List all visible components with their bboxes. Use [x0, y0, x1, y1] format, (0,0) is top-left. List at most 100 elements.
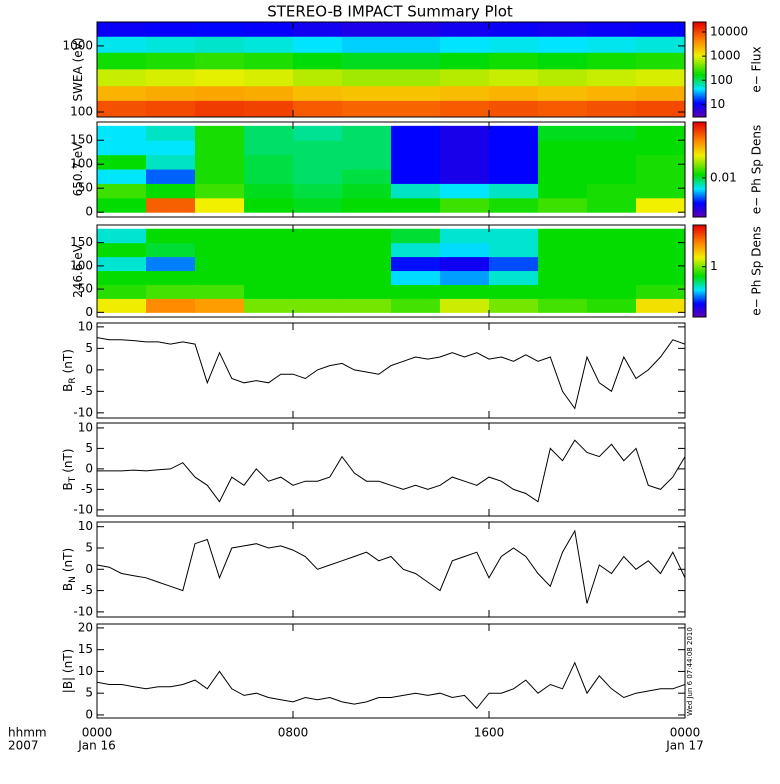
colorbar-strip [693, 278, 706, 282]
heatmap-cell [146, 68, 196, 87]
heatmap-cell [636, 22, 685, 37]
heatmap-cell [244, 125, 294, 141]
colorbar-strip [693, 129, 706, 133]
colorbar-strip [693, 155, 706, 159]
colorbar-frame [692, 21, 707, 118]
line-series [97, 337, 685, 410]
colorbar-strip [693, 131, 706, 135]
colorbar-strip [693, 111, 706, 114]
heatmap-cell [440, 36, 490, 53]
colorbar-strip [693, 228, 706, 232]
heatmap-cell [440, 100, 490, 117]
y-tick-label: 150 [70, 133, 93, 147]
colorbar-strip [693, 257, 706, 260]
heatmap-cell [391, 183, 441, 199]
heatmap-cell [195, 183, 245, 199]
colorbar-strip [693, 309, 706, 312]
heatmap-cell [342, 256, 392, 272]
colorbar-strip [693, 63, 706, 67]
y-axis-label-main: 650.7 eV [71, 142, 85, 197]
colorbar-strip [693, 313, 706, 316]
panel-frame [96, 521, 686, 618]
colorbar-strip [693, 33, 706, 37]
heatmap-cell [195, 125, 245, 141]
colorbar-strip [693, 115, 706, 118]
colorbar-strip [693, 81, 706, 84]
heatmap-cell [146, 154, 196, 170]
colorbar-strip [693, 183, 706, 186]
heatmap-cell [146, 228, 196, 244]
colorbar-strip [693, 311, 706, 314]
heatmap-cell [391, 169, 441, 184]
colorbar-strip [693, 234, 706, 237]
heatmap-cell [391, 52, 441, 70]
heatmap-cell [97, 100, 147, 117]
heatmap-cell [489, 154, 539, 170]
heatmap-cell [97, 183, 147, 199]
colorbar-strip [693, 27, 706, 31]
heatmap-cell [293, 36, 343, 53]
heatmap-cell [195, 228, 245, 244]
heatmap-cell [587, 298, 637, 313]
heatmap-cell [587, 197, 637, 213]
colorbar-strip [693, 225, 706, 228]
y-tick-label: -10 [73, 604, 93, 618]
heatmap-cell [636, 36, 685, 53]
colorbar-strip [693, 299, 706, 303]
heatmap-cell [293, 154, 343, 170]
y-tick-label: 100 [70, 104, 93, 118]
heatmap-cell [146, 140, 196, 156]
colorbar-strip [693, 205, 706, 208]
heatmap-cell [342, 284, 392, 299]
colorbar-strip [693, 79, 706, 82]
colorbar-strip [693, 41, 706, 45]
y-axis-label-main: SWEA (eV) [71, 37, 85, 101]
heatmap-cell [587, 270, 637, 285]
heatmap-cell [489, 125, 539, 141]
line-series [97, 661, 685, 710]
y-axis-label-main: B [61, 583, 75, 591]
heatmap-cell [244, 154, 294, 170]
colorbar-strip [693, 189, 706, 192]
heatmap-cell [244, 140, 294, 156]
heatmap-cell [244, 36, 294, 53]
heatmap-cell [587, 52, 637, 70]
heatmap-cell [391, 256, 441, 272]
heatmap-cell [146, 85, 196, 101]
colorbar-strip [693, 25, 706, 29]
chart-title: STEREO-B IMPACT Summary Plot [267, 3, 513, 21]
y-axis-label-unit: (nT) [61, 349, 75, 373]
x-tick-label: 0000 [82, 726, 113, 740]
heatmap-cell [97, 197, 147, 213]
colorbar-strip [693, 151, 706, 155]
heatmap-cell [440, 298, 490, 313]
heatmap-cell [97, 284, 147, 299]
heatmap-cell [195, 197, 245, 213]
colorbar-strip [693, 139, 706, 143]
colorbar-strip [693, 251, 706, 255]
heatmap-cell [97, 85, 147, 101]
heatmap-cell [293, 52, 343, 70]
heatmap-cell [538, 284, 588, 299]
heatmap-cell [244, 183, 294, 199]
heatmap-cell [636, 242, 685, 258]
heatmap-cell [391, 85, 441, 101]
colorbar-strip [693, 286, 706, 289]
heatmap-cell [97, 154, 147, 170]
y-axis-label: |B| (nT) [61, 649, 75, 693]
colorbar-strip [693, 181, 706, 184]
heatmap-cell [587, 85, 637, 101]
colorbar-strip [693, 295, 706, 299]
heatmap-cell [342, 52, 392, 70]
y-tick-label: 50 [78, 181, 93, 195]
heatmap-cell [293, 270, 343, 285]
heatmap-cell [587, 68, 637, 87]
heatmap-cell [342, 68, 392, 87]
colorbar-strip [693, 143, 706, 147]
heatmap-cell [391, 242, 441, 258]
colorbar-strip [693, 159, 706, 163]
heatmap-cell [97, 140, 147, 156]
heatmap-cell [244, 68, 294, 87]
